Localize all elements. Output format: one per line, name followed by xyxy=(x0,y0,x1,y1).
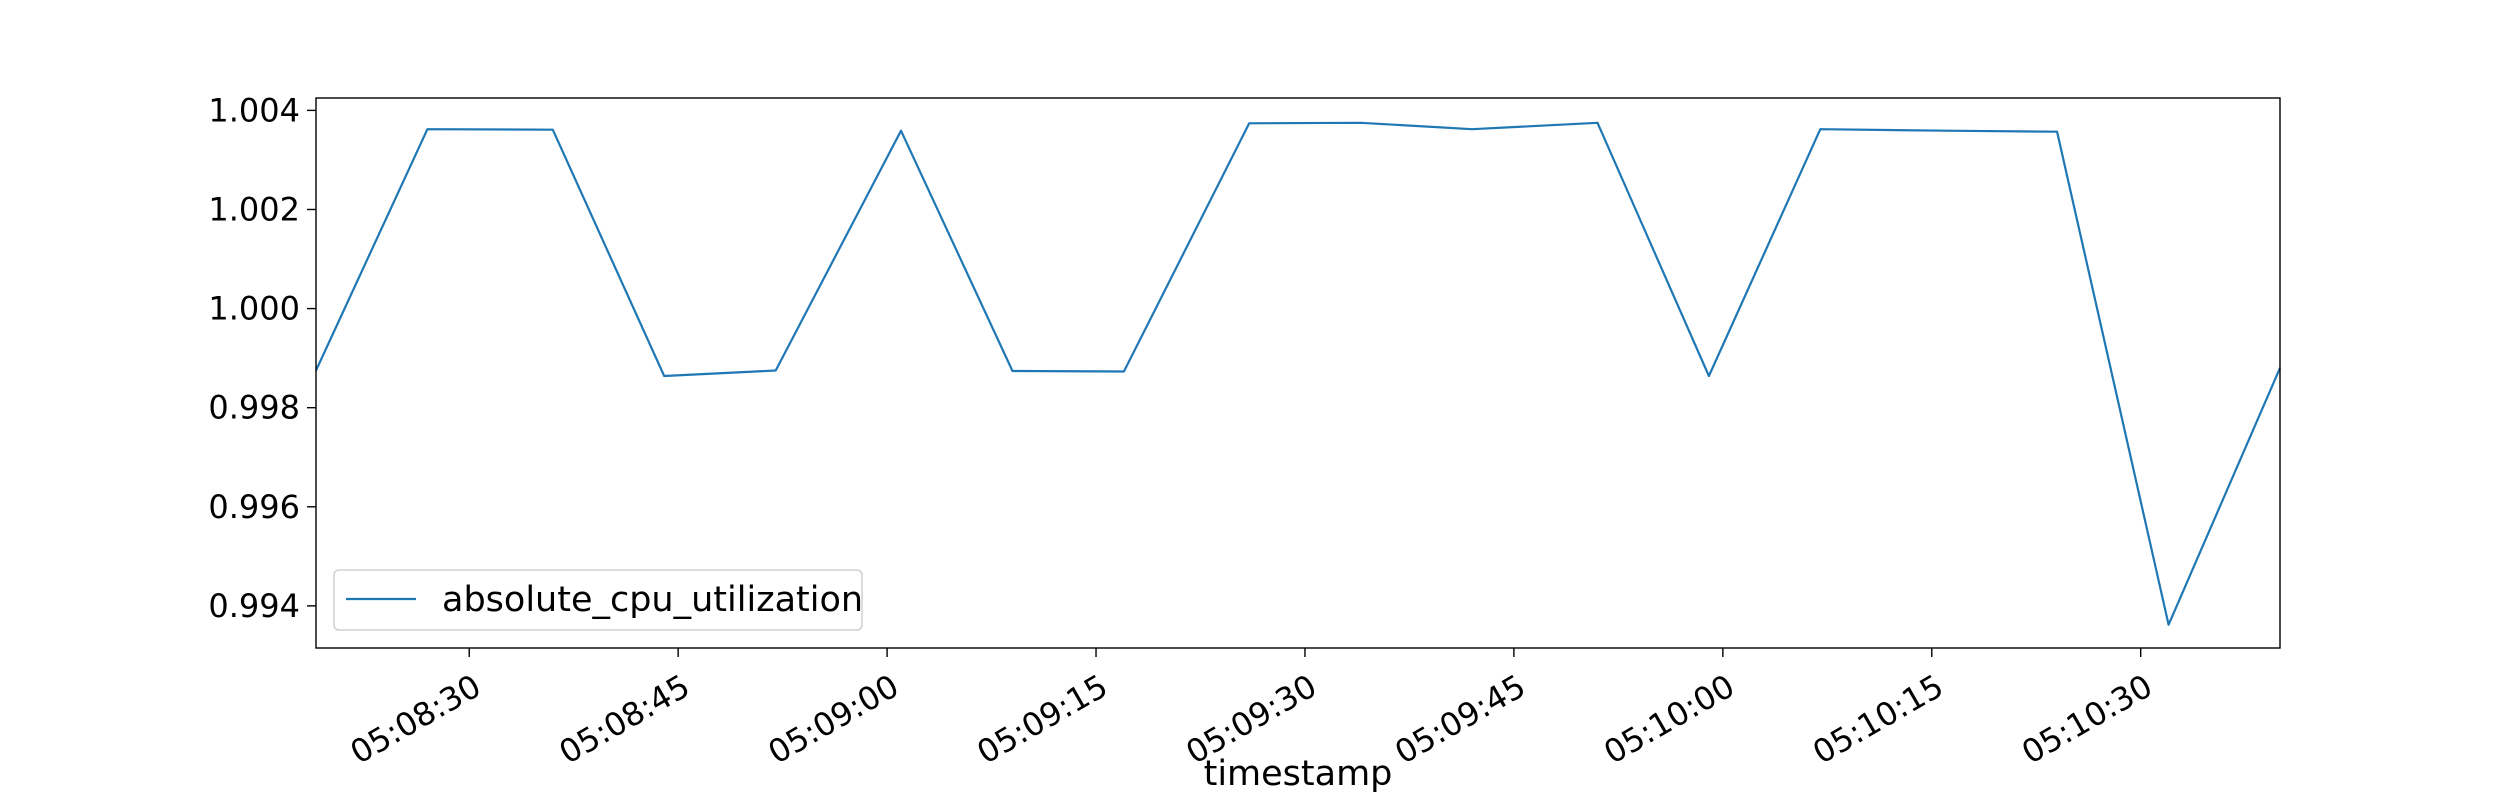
x-tick-label: 05:09:00 xyxy=(762,667,905,772)
series-line-absolute-cpu-utilization xyxy=(315,121,2282,626)
x-tick-label: 05:09:45 xyxy=(1388,667,1531,772)
legend-label: absolute_cpu_utilization xyxy=(442,580,863,620)
x-tick-label: 05:09:15 xyxy=(971,667,1114,772)
y-tick-label: 0.996 xyxy=(208,488,300,526)
x-axis-label: timestamp xyxy=(1204,754,1393,794)
y-tick-label: 0.994 xyxy=(208,587,300,625)
y-axis-ticks: 0.994 0.996 0.998 1.000 1.002 1.004 xyxy=(208,91,316,625)
x-tick-label: 05:08:45 xyxy=(553,667,696,772)
y-tick-label: 1.002 xyxy=(208,190,300,228)
x-tick-label: 05:08:30 xyxy=(344,667,487,772)
x-tick-label: 05:10:00 xyxy=(1597,667,1740,772)
legend-box xyxy=(333,569,863,631)
x-tick-label: 05:10:15 xyxy=(1806,667,1949,772)
y-tick-label: 1.000 xyxy=(208,290,300,328)
plot-area-frame xyxy=(315,97,2281,649)
x-tick-label: 05:10:30 xyxy=(2015,667,2158,772)
y-tick-label: 0.998 xyxy=(208,389,300,427)
legend: absolute_cpu_utilization xyxy=(333,569,863,631)
y-tick-label: 1.004 xyxy=(208,91,300,129)
